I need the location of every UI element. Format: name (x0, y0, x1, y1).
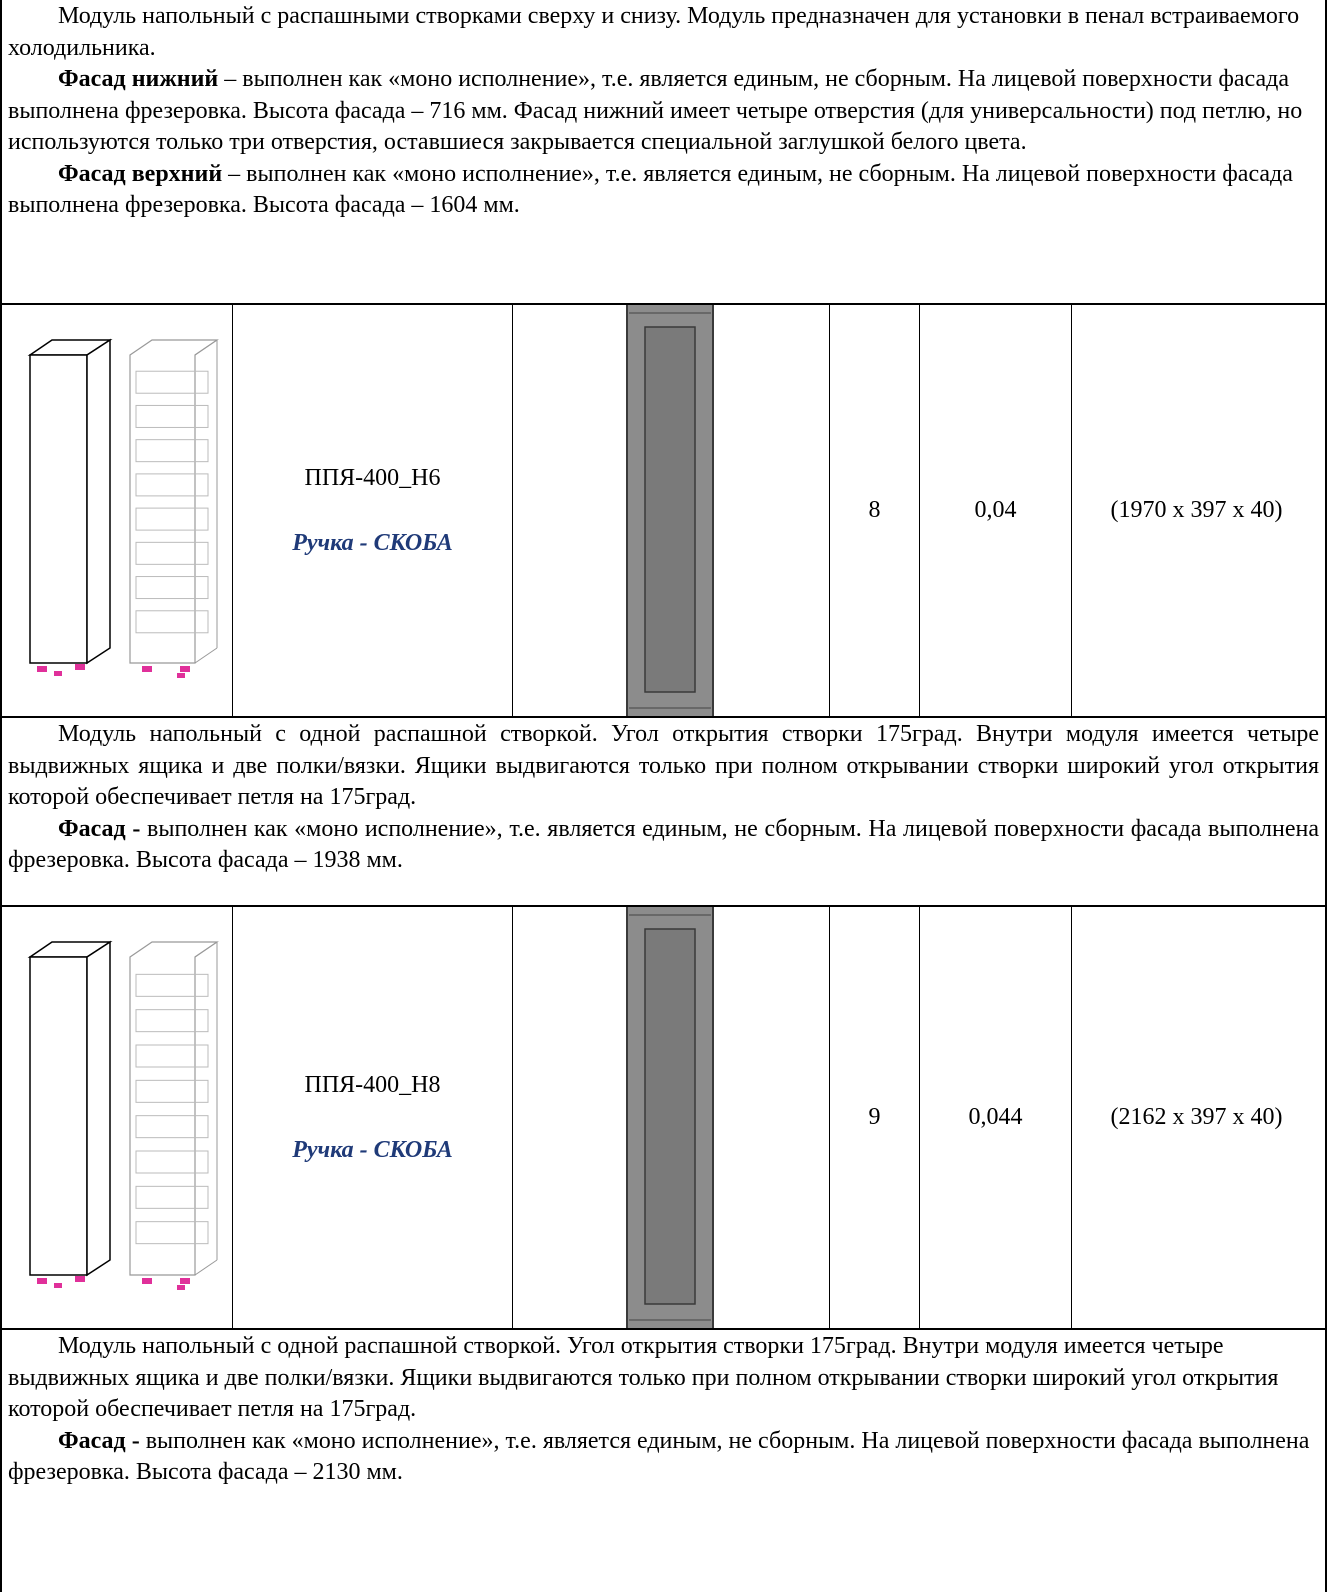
cabinet-front (29, 956, 88, 1276)
paragraph-text: – выполнен как «моно исполнение», т.е. я… (8, 66, 1303, 155)
foot (54, 671, 62, 676)
module-drawing (27, 940, 219, 1290)
foot (54, 1283, 62, 1288)
paragraph-text: Модуль напольный с одной распашной створ… (8, 1333, 1279, 1422)
quantity-cell: 9 (830, 907, 920, 1328)
drawer-outline (135, 473, 209, 497)
facade-cell (513, 305, 830, 716)
image-cell (2, 907, 233, 1328)
drawer-outline (135, 541, 209, 565)
dimensions: (2162 x 397 x 40) (1110, 1104, 1283, 1130)
foot (142, 666, 152, 672)
cabinet-front (29, 354, 88, 664)
drawer-outline (135, 576, 209, 600)
facade-panel (644, 326, 696, 693)
handle-type: Ручка - СКОБА (292, 529, 453, 556)
dimensions: (1970 x 397 x 40) (1110, 497, 1283, 523)
drawer-outline (135, 973, 209, 997)
foot (75, 664, 85, 670)
volume: 0,044 (968, 1104, 1023, 1130)
facade-drawing (626, 305, 714, 716)
cabinet-side (86, 338, 111, 665)
article-cell: ППЯ-400_Н8 Ручка - СКОБА (233, 907, 513, 1328)
drawer-outline (135, 1009, 209, 1033)
facade-panel (644, 928, 696, 1305)
paragraph-text: выполнен как «моно исполнение», т.е. явл… (8, 1427, 1310, 1486)
paragraph: Фасад - выполнен как «моно исполнение», … (8, 1426, 1319, 1489)
facade-drawing (626, 907, 714, 1328)
foot (75, 1276, 85, 1282)
drawer-outline (135, 1115, 209, 1139)
paragraph-lead: Фасад - (58, 815, 141, 842)
foot (142, 1278, 152, 1284)
quantity-cell: 8 (830, 305, 920, 716)
quantity: 8 (868, 497, 881, 523)
drawer-outline (135, 1185, 209, 1209)
drawer-outline (135, 1044, 209, 1068)
frame-edge (194, 339, 218, 356)
description: Модуль напольный с одной распашной створ… (2, 1330, 1325, 1592)
paragraph-text: – выполнен как «моно исполнение», т.е. я… (8, 160, 1293, 219)
frame-outline (129, 339, 219, 664)
foot (177, 673, 185, 678)
product-row: ППЯ-400_Н8 Ручка - СКОБА 9 0,044 (2162 x 39… (2, 907, 1325, 1330)
frame-outline (129, 941, 219, 1276)
paragraph-text: выполнен как «моно исполнение», т.е. явл… (8, 815, 1319, 874)
description: Модуль напольный с одной распашной створ… (2, 718, 1325, 907)
foot (37, 1278, 47, 1284)
foot (177, 1285, 185, 1290)
paragraph: Фасад верхний – выполнен как «моно испол… (8, 159, 1319, 222)
drawer-outline (135, 507, 209, 531)
dimensions-cell: (1970 x 397 x 40) (1072, 305, 1321, 716)
drawer-outline (135, 610, 209, 634)
module-drawing (27, 338, 219, 678)
frame-edge (194, 941, 218, 958)
article: ППЯ-400_Н6 (304, 464, 441, 491)
quantity: 9 (868, 1104, 881, 1130)
drawer-outline (135, 1221, 209, 1245)
foot (37, 666, 47, 672)
frame-edge (194, 1259, 218, 1276)
volume-cell: 0,044 (920, 907, 1072, 1328)
volume-cell: 0,04 (920, 305, 1072, 716)
frame-edge (194, 647, 218, 664)
article-cell: ППЯ-400_Н6 Ручка - СКОБА (233, 305, 513, 716)
drawer-outline (135, 439, 209, 463)
paragraph: Модуль напольный с распашными створками … (8, 1, 1319, 64)
image-cell (2, 305, 233, 716)
paragraph: Фасад - выполнен как «моно исполнение», … (8, 814, 1319, 877)
paragraph-lead: Фасад нижний (58, 66, 219, 92)
foot (180, 1278, 190, 1284)
paragraph: Модуль напольный с одной распашной створ… (8, 719, 1319, 814)
facade-cell (513, 907, 830, 1328)
product-row: ППЯ-400_Н6 Ручка - СКОБА 8 0,04 (1970 x 397… (2, 305, 1325, 718)
paragraph: Фасад нижний – выполнен как «моно исполн… (8, 64, 1319, 159)
drawer-outline (135, 370, 209, 394)
paragraph-lead: Фасад верхний (58, 160, 223, 187)
drawer-outline (135, 404, 209, 428)
handle-type: Ручка - СКОБА (292, 1136, 453, 1163)
cabinet-side (86, 940, 111, 1277)
dimensions-cell: (2162 x 397 x 40) (1072, 907, 1321, 1328)
paragraph-text: Модуль напольный с одной распашной створ… (8, 721, 1319, 810)
foot (180, 666, 190, 672)
article: ППЯ-400_Н8 (304, 1071, 441, 1098)
description: Модуль напольный с распашными створками … (2, 0, 1325, 305)
paragraph: Модуль напольный с одной распашной створ… (8, 1331, 1319, 1426)
volume: 0,04 (974, 497, 1017, 523)
drawer-outline (135, 1079, 209, 1103)
paragraph-lead: Фасад - (58, 1427, 140, 1454)
drawer-outline (135, 1150, 209, 1174)
paragraph-text: Модуль напольный с распашными створками … (8, 3, 1300, 61)
